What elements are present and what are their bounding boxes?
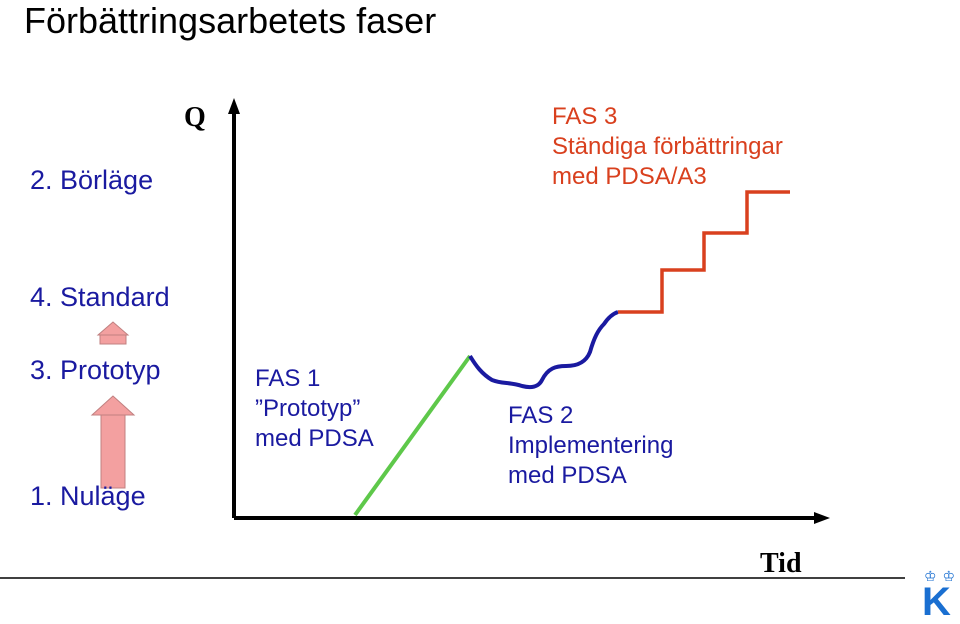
phase1-subtitle: ”Prototyp” [255, 395, 361, 422]
phase1-line [353, 354, 472, 517]
phase2-label: FAS 2 Implementering med PDSA [508, 401, 673, 491]
phase1-title: FAS 1 [255, 365, 321, 392]
phase2-curve [468, 310, 619, 390]
phase2-subtitle: Implementering [508, 432, 674, 459]
phase2-method: med PDSA [508, 462, 627, 489]
phase3-subtitle: Ständiga förbättringar [552, 133, 783, 160]
y-axis-label: Q [184, 102, 206, 133]
small-up-arrow-head [96, 321, 130, 336]
x-axis-label: Tid [760, 548, 802, 579]
page-title: Förbättringsarbetets faser [24, 0, 437, 41]
large-up-arrow-head [90, 395, 136, 416]
logo: K [922, 580, 951, 624]
y-axis-arrowhead [228, 98, 240, 114]
x-axis-arrowhead [814, 512, 830, 524]
phase3-method: med PDSA/A3 [552, 163, 707, 190]
crown-icon: ♔ ♔ [924, 568, 956, 584]
phase2-title: FAS 2 [508, 402, 574, 429]
phase3-label: FAS 3 Ständiga förbättringar med PDSA/A3 [552, 102, 783, 192]
large-up-arrow-body [100, 413, 126, 489]
phase3-title: FAS 3 [552, 103, 618, 130]
level-borlage: 2. Börläge [30, 165, 154, 195]
phase1-label: FAS 1 ”Prototyp” med PDSA [255, 364, 374, 454]
level-nulage: 1. Nuläge [30, 481, 146, 511]
level-prototyp: 3. Prototyp [30, 355, 161, 385]
level-standard: 4. Standard [30, 282, 170, 312]
phase3-staircase [618, 190, 790, 314]
phase1-method: med PDSA [255, 425, 374, 452]
